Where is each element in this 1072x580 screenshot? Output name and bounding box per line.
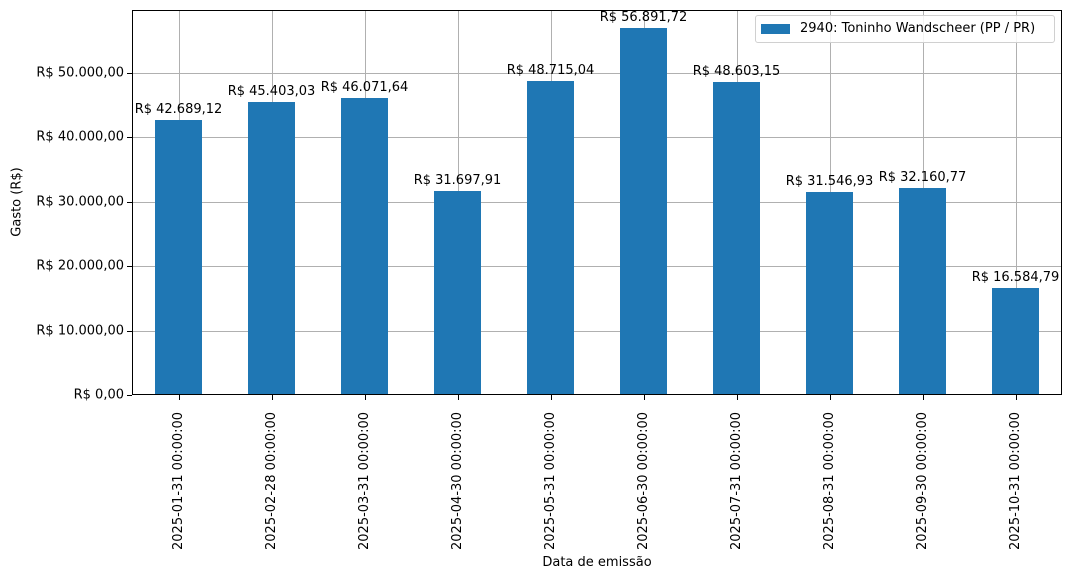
x-tick-label: 2025-03-31 00:00:00 (356, 411, 372, 550)
bar (806, 191, 853, 395)
y-axis-title: Gasto (R$) (9, 167, 25, 237)
legend-label: 2940: Toninho Wandscheer (PP / PR) (800, 21, 1036, 36)
x-tick (550, 395, 552, 400)
bar (434, 190, 481, 395)
x-tick (178, 395, 180, 400)
bar (527, 80, 574, 395)
bar-value-label: R$ 31.546,93 (785, 173, 874, 189)
bar-value-label: R$ 42.689,12 (134, 101, 223, 117)
x-tick (1015, 395, 1017, 400)
bar-value-label: R$ 32.160,77 (878, 169, 967, 185)
bar (341, 97, 388, 395)
x-tick (643, 395, 645, 400)
bar-value-label: R$ 46.071,64 (320, 79, 409, 95)
gridline-vertical (1015, 10, 1017, 395)
plot-area (132, 10, 1062, 395)
legend: 2940: Toninho Wandscheer (PP / PR) (755, 15, 1055, 43)
x-tick-label: 2025-08-31 00:00:00 (821, 411, 837, 550)
bar-value-label: R$ 16.584,79 (971, 270, 1060, 286)
y-tick-label: R$ 30.000,00 (36, 194, 124, 210)
x-tick-label: 2025-09-30 00:00:00 (914, 411, 930, 550)
y-tick-label: R$ 20.000,00 (36, 258, 124, 274)
y-tick (127, 330, 132, 332)
legend-swatch (761, 24, 790, 34)
x-tick-label: 2025-05-31 00:00:00 (542, 411, 558, 550)
y-tick (127, 266, 132, 268)
x-tick-label: 2025-06-30 00:00:00 (635, 411, 651, 550)
x-tick (457, 395, 459, 400)
bar-value-label: R$ 56.891,72 (599, 10, 688, 26)
x-tick (922, 395, 924, 400)
bar (992, 288, 1039, 395)
x-tick-label: 2025-10-31 00:00:00 (1007, 411, 1023, 550)
y-tick (127, 201, 132, 203)
bar-value-label: R$ 48.715,04 (506, 62, 595, 78)
gridline-horizontal (132, 137, 1062, 139)
gridline-horizontal (132, 266, 1062, 268)
bar (248, 102, 295, 395)
x-tick-label: 2025-02-28 00:00:00 (263, 411, 279, 550)
bar (713, 81, 760, 395)
bar (899, 187, 946, 395)
x-axis-title: Data de emissão (542, 555, 652, 570)
bar (620, 28, 667, 395)
y-tick-label: R$ 40.000,00 (36, 129, 124, 145)
gridline-horizontal (132, 330, 1062, 332)
y-tick (127, 137, 132, 139)
bar-value-label: R$ 45.403,03 (227, 84, 316, 100)
bar-value-label: R$ 48.603,15 (692, 63, 781, 79)
x-tick-label: 2025-01-31 00:00:00 (170, 411, 186, 550)
x-tick-label: 2025-04-30 00:00:00 (449, 411, 465, 550)
x-tick (364, 395, 366, 400)
bar-value-label: R$ 31.697,91 (413, 172, 502, 188)
x-tick (736, 395, 738, 400)
x-tick (829, 395, 831, 400)
bar (155, 119, 202, 395)
y-tick-label: R$ 10.000,00 (36, 323, 124, 338)
gridline-horizontal (132, 201, 1062, 203)
gridline-horizontal (132, 72, 1062, 74)
x-tick (271, 395, 273, 400)
y-tick-label: R$ 0,00 (73, 387, 124, 403)
y-tick-label: R$ 50.000,00 (36, 65, 124, 81)
x-tick-label: 2025-07-31 00:00:00 (728, 411, 744, 550)
y-tick (127, 72, 132, 74)
y-tick (127, 395, 132, 396)
